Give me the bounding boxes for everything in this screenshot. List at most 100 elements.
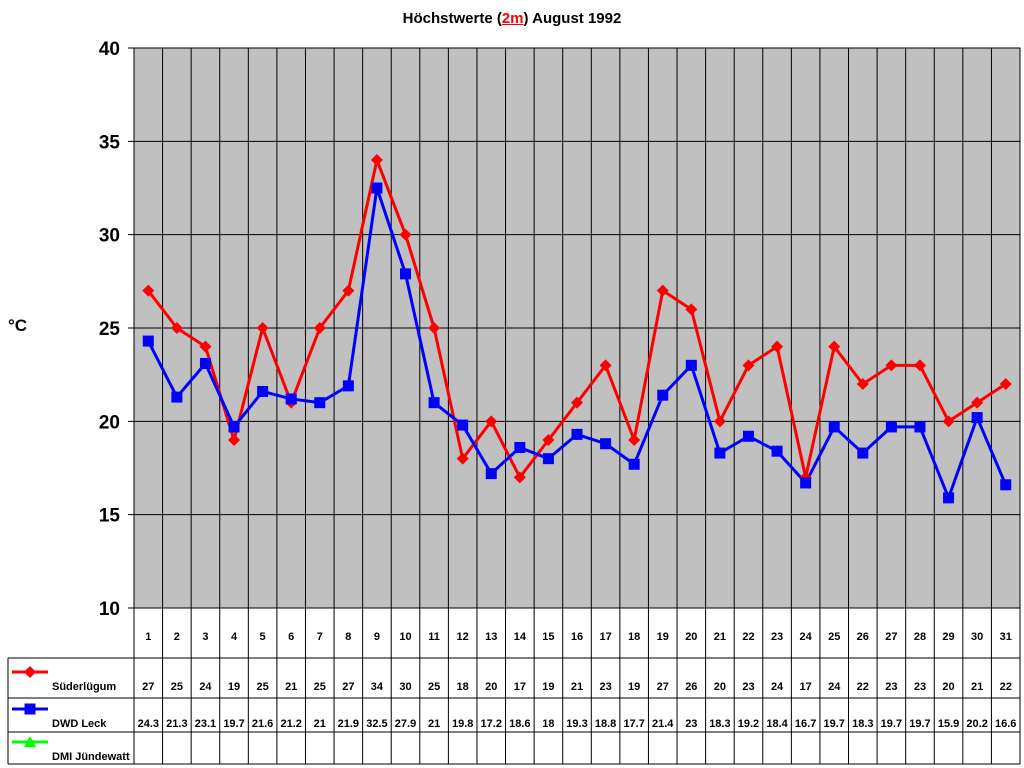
data-point-suderlugum (456, 452, 469, 465)
data-point-suderlugum (885, 359, 898, 372)
data-point-dwd-leck (657, 389, 669, 401)
title-highlight: 2m (501, 10, 524, 27)
data-point-suderlugum (656, 284, 669, 297)
x-tick-label: 11 (428, 631, 440, 643)
data-point-dwd-leck (400, 268, 412, 280)
table-value: 18.3 (852, 718, 873, 730)
data-point-dwd-leck (142, 335, 154, 347)
table-value: 19.7 (881, 718, 902, 730)
x-tick-label: 19 (657, 631, 669, 643)
data-point-dwd-leck (1000, 479, 1012, 491)
table-value: 18.4 (766, 718, 788, 730)
x-tick-label: 25 (828, 631, 840, 643)
table-value: 19.7 (909, 718, 930, 730)
data-point-suderlugum (370, 154, 383, 166)
data-point-suderlugum (942, 415, 955, 428)
data-point-dwd-leck (314, 397, 326, 409)
table-value: 24 (199, 681, 212, 693)
table-value: 22 (857, 681, 869, 693)
table-value: 25 (171, 681, 183, 693)
data-point-suderlugum (571, 396, 583, 409)
table-value: 20 (942, 681, 954, 693)
x-tick-label: 4 (231, 631, 238, 643)
table-value: 15.9 (938, 718, 959, 730)
title-prefix: Höchstwerte ( (402, 10, 502, 27)
x-tick-label: 20 (685, 631, 697, 643)
table-value: 17.2 (481, 718, 502, 730)
x-tick-label: 23 (771, 631, 783, 643)
y-tick-label: 25 (99, 319, 121, 340)
x-tick-label: 29 (942, 631, 954, 643)
data-point-dwd-leck (828, 421, 840, 433)
data-point-suderlugum (199, 340, 212, 353)
data-point-suderlugum (513, 471, 526, 484)
table-value: 19.7 (824, 718, 845, 730)
table-value: 21 (971, 681, 983, 693)
x-tick-label: 27 (885, 631, 897, 643)
table-value: 19.2 (738, 718, 759, 730)
data-point-suderlugum (999, 378, 1012, 390)
x-tick-label: 15 (542, 631, 554, 643)
table-value: 21.6 (252, 718, 273, 730)
table-value: 17 (800, 681, 812, 693)
x-tick-label: 12 (457, 631, 469, 643)
data-point-dwd-leck (742, 430, 754, 442)
x-tick-label: 9 (374, 631, 380, 643)
data-point-suderlugum (313, 322, 326, 334)
table-value: 24 (771, 681, 784, 693)
table-value: 27 (657, 681, 669, 693)
table-value: 22 (1000, 681, 1012, 693)
x-tick-label: 10 (399, 631, 411, 643)
data-point-dwd-leck (171, 391, 183, 403)
y-tick-label: 20 (99, 412, 120, 433)
data-point-dwd-leck (771, 445, 783, 457)
table-value: 19.8 (452, 718, 473, 730)
data-point-suderlugum (713, 415, 726, 428)
x-tick-label: 17 (599, 631, 611, 643)
legend-label-dwd-leck: DWD Leck (52, 718, 107, 730)
table-value: 21 (428, 718, 440, 730)
table-value: 20 (714, 681, 726, 693)
y-axis: 10 15 20 25 30 35 40 (99, 39, 121, 620)
table-value: 23 (685, 718, 697, 730)
table-value: 18.3 (709, 718, 730, 730)
data-point-dwd-leck (885, 421, 897, 433)
data-point-dwd-leck (628, 458, 640, 470)
x-tick-label: 21 (714, 631, 726, 643)
data-point-dwd-leck (199, 357, 211, 369)
data-point-dwd-leck (342, 380, 354, 392)
y-axis-label: °C (8, 316, 28, 335)
x-tick-label: 14 (514, 631, 527, 643)
data-point-suderlugum (142, 284, 155, 297)
x-tick-label: 28 (914, 631, 926, 643)
table-value: 23 (742, 681, 754, 693)
table-value: 23 (599, 681, 611, 693)
table-value: 16.7 (795, 718, 816, 730)
table-value: 21.4 (652, 718, 674, 730)
table-value: 25 (314, 681, 326, 693)
data-point-dwd-leck (943, 492, 955, 504)
x-tick-label: 22 (742, 631, 754, 643)
data-point-suderlugum (685, 303, 698, 316)
table-value: 19.3 (566, 718, 587, 730)
x-tick-label: 5 (260, 631, 266, 643)
data-point-suderlugum (485, 415, 498, 428)
x-tick-label: 8 (345, 631, 351, 643)
title-suffix: ) August 1992 (523, 10, 622, 27)
data-point-suderlugum (771, 340, 784, 353)
data-point-suderlugum (170, 322, 183, 334)
series-markers (142, 154, 1012, 504)
x-tick-label: 31 (1000, 631, 1012, 643)
data-point-dwd-leck (714, 447, 726, 459)
table-value: 23 (914, 681, 926, 693)
data-point-dwd-leck (457, 419, 469, 431)
table-value: 25 (256, 681, 268, 693)
data-point-suderlugum (228, 434, 241, 446)
table-value: 30 (399, 681, 411, 693)
data-point-suderlugum (428, 322, 441, 334)
y-tick-label: 30 (99, 226, 120, 247)
data-point-dwd-leck (428, 397, 440, 409)
table-value: 26 (685, 681, 697, 693)
data-point-suderlugum (256, 322, 269, 334)
